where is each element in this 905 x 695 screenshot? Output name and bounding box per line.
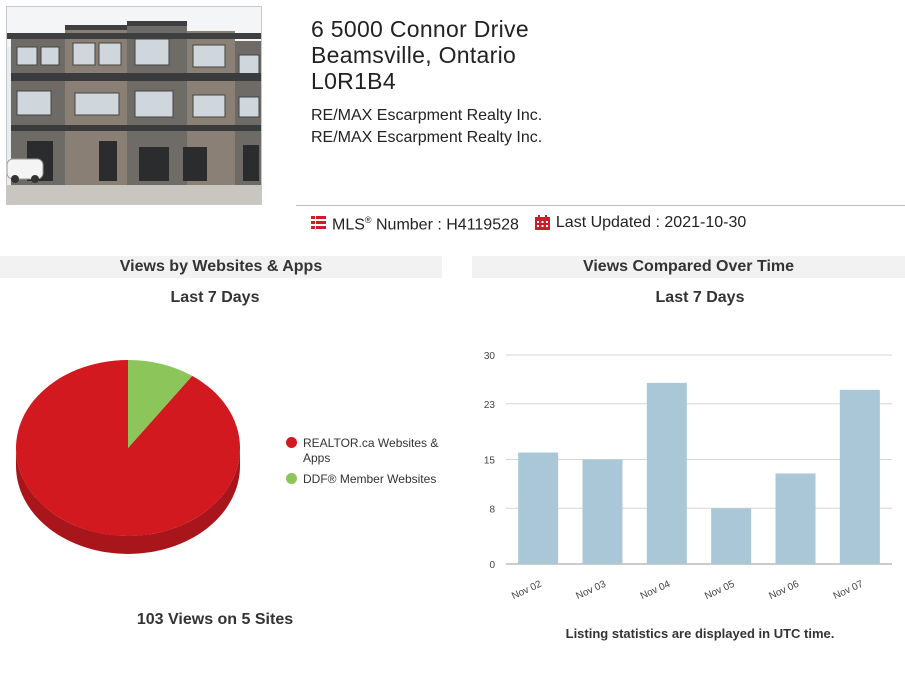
pie-legend: REALTOR.ca Websites & Apps DDF® Member W… (286, 436, 443, 493)
bar-nov-05[interactable] (711, 508, 752, 564)
x-tick-label: Nov 03 (574, 579, 608, 603)
list-icon (311, 216, 326, 230)
bar-nov-07[interactable] (839, 389, 880, 564)
legend-swatch (286, 473, 297, 484)
bar-panel-subtitle: Last 7 Days (655, 289, 745, 306)
legend-label: DDF® Member Websites (303, 472, 437, 486)
bar-nov-04[interactable] (646, 382, 687, 564)
bar-nov-06[interactable] (775, 473, 816, 564)
listing-address: 6 5000 Connor Drive Beamsville, Ontario … (311, 16, 529, 94)
x-tick-label: Nov 04 (639, 579, 673, 603)
bar-nov-03[interactable] (582, 459, 623, 565)
address-line-2: Beamsville, Ontario (311, 42, 517, 68)
calendar-icon (534, 215, 550, 231)
legend-item[interactable]: DDF® Member Websites (286, 472, 443, 487)
x-tick-label: Nov 05 (703, 579, 737, 603)
y-tick-label: 8 (489, 504, 495, 515)
pie-side (16, 448, 240, 554)
utc-note: Listing statistics are displayed in UTC … (565, 626, 835, 641)
bar-chart: 0 8 15 23 30 Nov 02 Nov 03 Nov 04 Nov 05 Nov 06 No… (484, 351, 892, 603)
last-updated: Last Updated : 2021-10-30 (555, 213, 747, 231)
pie-chart (16, 360, 241, 554)
pie-slice-ddf (128, 360, 193, 448)
y-tick-label: 23 (484, 400, 496, 411)
mls-number: MLS® Number : H4119528 (332, 215, 519, 234)
x-tick-label: Nov 07 (832, 579, 866, 603)
y-tick-label: 15 (484, 456, 496, 467)
pie-panel-subtitle: Last 7 Days (170, 289, 260, 306)
address-line-1: 6 5000 Connor Drive (311, 16, 529, 42)
brokerage-info: RE/MAX Escarpment Realty Inc. RE/MAX Esc… (311, 105, 542, 149)
y-tick-label: 30 (484, 351, 496, 362)
listing-photo (6, 6, 262, 205)
pie-slice-realtor (16, 360, 241, 536)
brokerage-name-1: RE/MAX Escarpment Realty Inc. (311, 107, 543, 124)
bar-nov-02[interactable] (518, 452, 559, 564)
x-tick-label: Nov 06 (767, 579, 801, 603)
legend-label: REALTOR.ca Websites & Apps (303, 436, 439, 465)
divider (296, 205, 905, 206)
brokerage-name-2: RE/MAX Escarpment Realty Inc. (311, 129, 543, 146)
pie-panel-title: Views by Websites & Apps (0, 256, 442, 278)
legend-swatch (286, 437, 297, 448)
listing-meta: MLS® Number : H4119528 Last Updated : 20… (311, 209, 746, 236)
legend-item[interactable]: REALTOR.ca Websites & Apps (286, 436, 443, 466)
bar-panel-title: Views Compared Over Time (472, 256, 905, 278)
address-line-3: L0R1B4 (311, 68, 396, 94)
y-tick-label: 0 (489, 560, 495, 571)
x-tick-label: Nov 02 (510, 579, 544, 603)
total-views: 103 Views on 5 Sites (136, 611, 294, 628)
